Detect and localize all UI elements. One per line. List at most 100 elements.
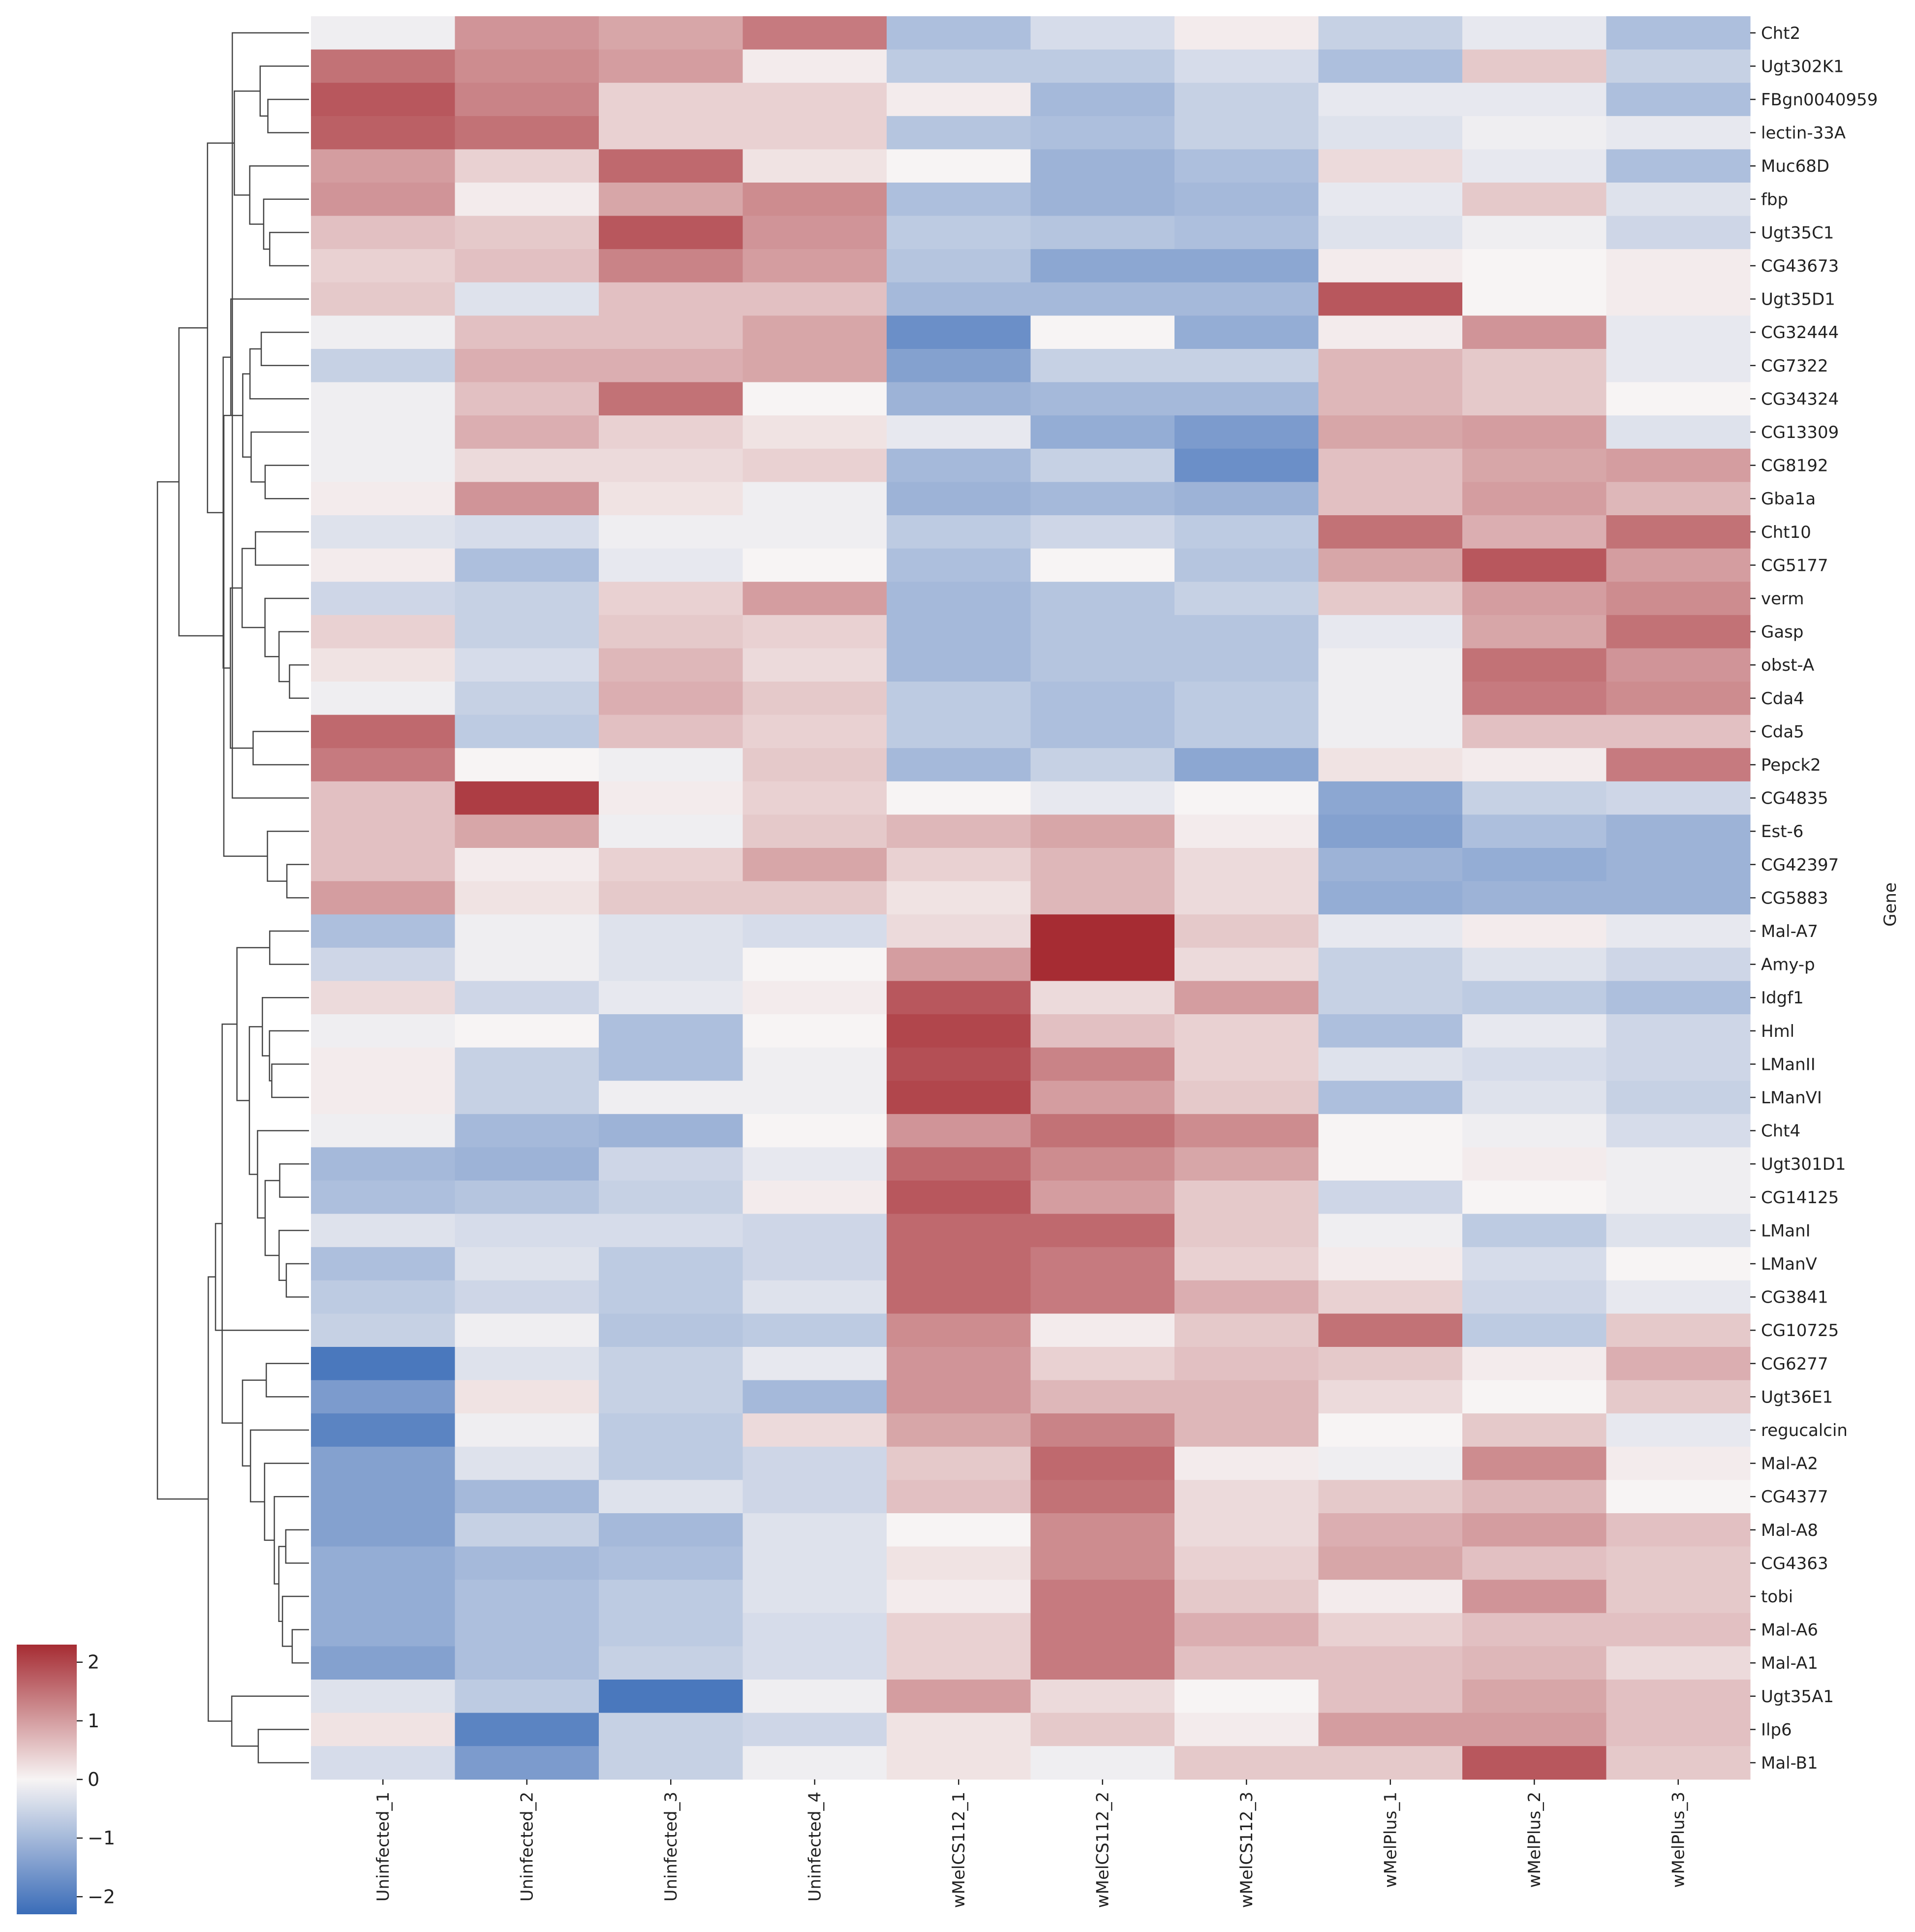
heatmap-cell <box>599 947 743 981</box>
heatmap-cell <box>1030 482 1175 516</box>
colorbar-tick-label: 0 <box>88 1769 99 1790</box>
heatmap-cell <box>887 1081 1031 1115</box>
heatmap-cell <box>599 1347 743 1381</box>
heatmap-cell <box>1462 1081 1607 1115</box>
heatmap-cell <box>1318 682 1463 716</box>
heatmap-cell <box>599 1380 743 1414</box>
heatmap-cell <box>455 1081 599 1115</box>
heatmap-cell <box>1606 615 1751 649</box>
heatmap-cell <box>599 83 743 117</box>
heatmap-cell <box>455 1147 599 1181</box>
heatmap-cell <box>311 648 456 682</box>
heatmap-cell <box>455 16 599 50</box>
heatmap-cell <box>1030 947 1175 981</box>
heatmap-cell <box>1318 1513 1463 1547</box>
heatmap-cell <box>455 1347 599 1381</box>
dendrogram-link <box>249 165 309 225</box>
heatmap-cell <box>1174 116 1319 150</box>
heatmap-cell <box>1174 16 1319 50</box>
column-label: wMelCS112_2 <box>1093 1792 1113 1908</box>
row-label: CG14125 <box>1761 1188 1839 1208</box>
heatmap-cell <box>1030 448 1175 482</box>
heatmap-cell <box>599 548 743 582</box>
heatmap-cell <box>1174 947 1319 981</box>
heatmap-cell <box>1318 349 1463 383</box>
heatmap-cell <box>1174 715 1319 748</box>
dendrogram-link <box>264 1463 309 1541</box>
heatmap-cell <box>742 1280 887 1314</box>
heatmap-cell <box>742 1413 887 1447</box>
heatmap-cell <box>1174 648 1319 682</box>
heatmap-cell <box>1462 16 1607 50</box>
heatmap-cell <box>742 315 887 349</box>
heatmap-cell <box>1606 1014 1751 1048</box>
row-label: Amy-p <box>1761 955 1815 975</box>
heatmap-cell <box>599 482 743 516</box>
heatmap-cell <box>311 881 456 915</box>
heatmap-cell <box>1174 315 1319 349</box>
heatmap-cell <box>1606 49 1751 83</box>
heatmap-cell <box>887 49 1031 83</box>
heatmap-cell <box>742 415 887 449</box>
heatmap-cell <box>1462 981 1607 1015</box>
dendrogram-link <box>178 327 224 637</box>
column-label: wMelCS112_3 <box>1237 1792 1257 1908</box>
heatmap-cell <box>311 1580 456 1614</box>
dendrogram-link <box>223 414 268 857</box>
heatmap-cell <box>887 682 1031 716</box>
dendrogram-link <box>250 431 309 483</box>
heatmap-cell <box>599 216 743 249</box>
heatmap-cell <box>1174 282 1319 316</box>
heatmap-cell <box>311 183 456 217</box>
row-label: CG8192 <box>1761 456 1828 476</box>
heatmap-cell <box>599 315 743 349</box>
heatmap-cell <box>599 448 743 482</box>
heatmap-cell <box>1030 1380 1175 1414</box>
heatmap-cell <box>1174 881 1319 915</box>
heatmap-cell <box>455 548 599 582</box>
heatmap-cell <box>887 1114 1031 1148</box>
heatmap-cell <box>455 382 599 416</box>
heatmap-cell <box>742 1147 887 1181</box>
heatmap-cell <box>311 415 456 449</box>
heatmap-cell <box>1174 1480 1319 1514</box>
heatmap-cell <box>1174 83 1319 117</box>
heatmap-cell <box>311 1247 456 1281</box>
heatmap-cell <box>1606 848 1751 882</box>
dendrogram-link <box>269 930 309 965</box>
column-label: Uninfected_4 <box>805 1792 825 1901</box>
heatmap-cell <box>1606 16 1751 50</box>
heatmap-cell <box>1174 415 1319 449</box>
row-label: CG10725 <box>1761 1321 1839 1340</box>
heatmap-cell <box>1318 914 1463 948</box>
heatmap-cell <box>311 49 456 83</box>
heatmap-cell <box>455 981 599 1015</box>
heatmap-cell <box>887 1247 1031 1281</box>
row-label: tobi <box>1761 1587 1793 1607</box>
heatmap-cell <box>887 781 1031 815</box>
colorbar-tick-label: 2 <box>88 1652 99 1673</box>
heatmap-cell <box>1174 1646 1319 1680</box>
heatmap-cell <box>311 848 456 882</box>
heatmap-cell <box>1318 848 1463 882</box>
row-label: LManI <box>1761 1221 1811 1241</box>
heatmap-cell <box>1462 682 1607 716</box>
heatmap-cell <box>311 1480 456 1514</box>
heatmap-cell <box>455 83 599 117</box>
heatmap-cell <box>599 1114 743 1148</box>
dendrogram-link <box>271 1063 309 1098</box>
colorbar-ticks: 2 1 0 −1 −2 <box>77 1652 115 1907</box>
heatmap-cell <box>1318 1680 1463 1714</box>
heatmap-cell <box>742 1680 887 1714</box>
heatmap-cell <box>887 1613 1031 1647</box>
heatmap-cell <box>1174 1047 1319 1081</box>
row-label: Cht4 <box>1761 1122 1800 1141</box>
heatmap-cell <box>887 615 1031 649</box>
dendrogram-link <box>231 1695 309 1747</box>
heatmap-cell <box>455 1247 599 1281</box>
heatmap-cell <box>1606 748 1751 782</box>
heatmap-cell <box>455 1680 599 1714</box>
heatmap-cell <box>1606 1746 1751 1780</box>
dendrogram-link <box>215 1223 309 1331</box>
heatmap-cell <box>742 1081 887 1115</box>
